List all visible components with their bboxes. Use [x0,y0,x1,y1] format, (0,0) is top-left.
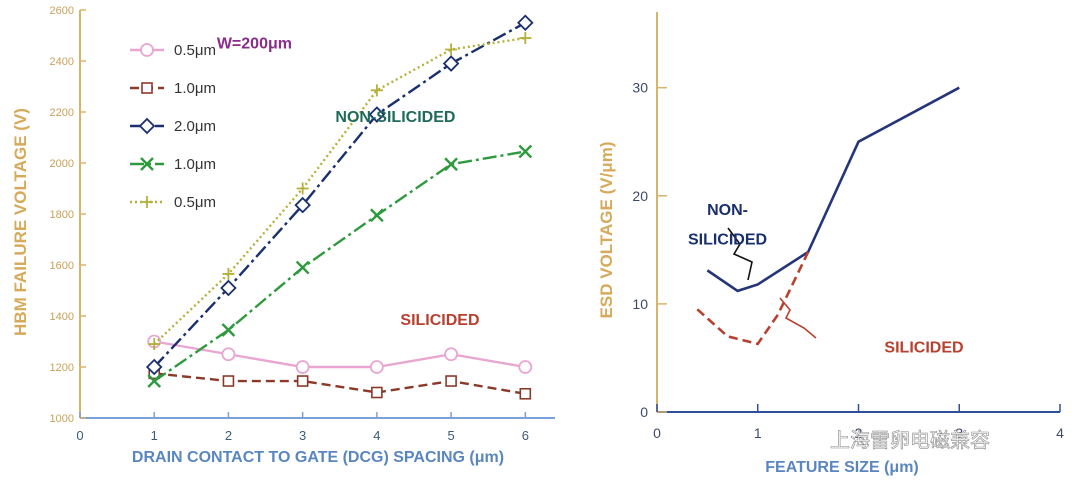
right-series-line-1 [696,251,810,346]
annotation-label: SILICIDED [884,340,963,357]
right-y-tick-label: 20 [632,188,648,204]
right-x-tick-label: 0 [653,425,661,441]
left-series-line [153,150,526,383]
data-point [371,386,383,399]
data-point [444,347,458,362]
data-point [519,387,532,400]
left-y-tick-label: 2000 [50,158,74,170]
left-legend: 0.5μm 1.0μm 2.0μm 1.0μm 0.5μm [130,42,216,211]
left-x-tick-label: 6 [522,428,529,443]
legend-marker [141,196,153,208]
annotation-label: SILICIDED [688,231,767,248]
left-x-tick-label: 3 [299,428,306,443]
data-point [145,358,163,376]
legend-marker [140,43,154,57]
legend-label: 1.0μm [174,156,216,173]
right-y-tick-label: 0 [640,404,648,420]
annotation-label: W=200μm [217,35,292,52]
left-x-axis-label: DRAIN CONTACT TO GATE (DCG) SPACING (μm) [132,449,504,466]
data-point [295,260,310,275]
left-series-4 [148,32,532,351]
legend-label: 2.0μm [174,118,216,135]
left-y-axis-label: HBM FAILURE VOLTAGE (V) [11,108,30,336]
annotation-label: SILICIDED [400,312,479,329]
right-series-line-0 [706,86,960,293]
watermark: 上海雷卵电磁兼容 [789,426,990,456]
right-x-axis-label: FEATURE SIZE (μm) [765,459,919,476]
wechat-icon [789,426,825,456]
data-point [518,360,533,374]
legend-marker [141,82,153,94]
left-x-tick-label: 0 [76,428,83,443]
right-chart: 0 10 20 30 0 1 2 3 4 ESD VOLTAGE (V/μm) FEATURE… [597,12,1064,476]
legend-label: 0.5μm [174,42,216,59]
right-x-tick-label: 3 [955,425,963,441]
left-y-tick-label: 1800 [50,209,74,221]
annotation-label: NON- [707,202,748,219]
annotation-label: NON-SILICIDED [335,109,455,126]
left-y-tick-label: 1600 [50,260,74,272]
data-point [445,43,458,56]
right-y-tick-label: 10 [632,296,648,312]
legend-label: 0.5μm [174,194,216,211]
data-point [296,182,309,195]
data-point [445,375,457,387]
left-series-line [154,372,526,395]
data-point [222,375,235,387]
data-point [517,14,534,32]
legend-marker [140,157,154,171]
data-point [295,360,310,374]
data-point [444,157,458,172]
right-x-tick-label: 2 [855,425,863,441]
left-series-2 [145,14,534,376]
data-point [518,144,533,159]
left-series-line [154,340,526,369]
data-point [220,279,237,297]
legend-marker [138,117,156,135]
data-point [147,374,162,388]
data-point [368,106,386,123]
left-y-tick-label: 1000 [50,413,74,425]
data-point [221,347,236,362]
left-chart: 1000 1200 1400 1600 1800 2000 2200 2400 2600 0 1 2… [11,5,555,466]
data-point [222,267,235,280]
data-point [221,323,236,337]
data-point [519,32,532,45]
left-y-tick-label: 2400 [50,56,74,68]
watermark-text: 上海雷卵电磁兼容 [830,428,990,452]
left-series-line [153,36,526,345]
right-x-tick-label: 1 [754,425,762,441]
left-series-1 [148,367,532,400]
silicided-callout-line [779,297,817,339]
left-y-tick-label: 1400 [50,311,74,323]
data-point [296,375,309,387]
left-series-3 [147,144,533,388]
left-x-tick-label: 1 [151,428,158,443]
left-series-0 [147,334,533,374]
data-point [294,196,311,214]
data-point [442,55,460,72]
left-y-tick-label: 2200 [50,107,74,119]
data-point [148,338,161,351]
right-y-tick-label: 30 [632,80,648,96]
data-point [370,208,384,223]
left-series-line [153,21,526,368]
left-x-tick-label: 4 [373,428,380,443]
right-y-axis-label: ESD VOLTAGE (V/μm) [597,142,616,319]
left-y-tick-label: 1200 [50,362,74,374]
left-x-tick-label: 2 [225,428,232,443]
legend-label: 1.0μm [174,80,216,97]
right-x-tick-label: 4 [1056,425,1064,441]
data-point [370,84,383,97]
left-x-tick-label: 5 [447,428,454,443]
non-silicided-callout-line [727,227,753,281]
left-y-tick-label: 2600 [50,5,74,17]
data-point [369,360,384,374]
